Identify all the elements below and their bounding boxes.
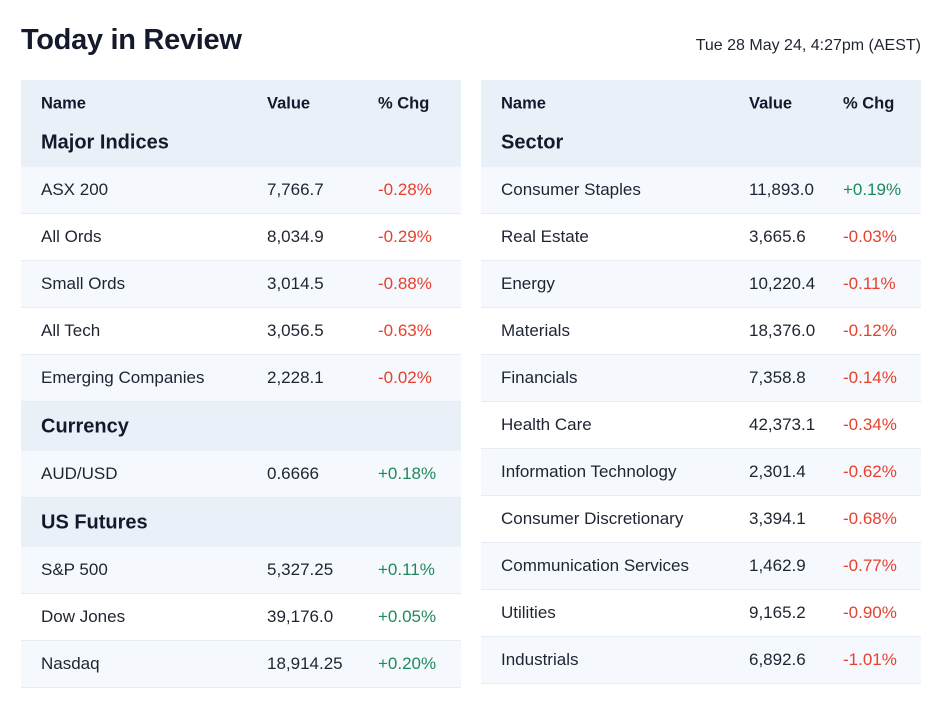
indices-table: Name Value % Chg Major Indices ASX 200 7,7… (21, 80, 461, 688)
table-row[interactable]: Materials 18,376.0 -0.12% (481, 308, 921, 355)
row-name[interactable]: AUD/USD (41, 464, 118, 483)
column-header-name[interactable]: Name (41, 94, 86, 113)
row-change: -0.12% (843, 321, 897, 340)
section-header: Currency (21, 402, 461, 451)
row-value: 3,394.1 (749, 509, 806, 528)
table-row[interactable]: Dow Jones 39,176.0 +0.05% (21, 594, 461, 641)
row-change: -0.02% (378, 368, 432, 387)
table-row[interactable]: Information Technology 2,301.4 -0.62% (481, 449, 921, 496)
row-change: -0.34% (843, 415, 897, 434)
row-change: -0.14% (843, 368, 897, 387)
table-row[interactable]: Industrials 6,892.6 -1.01% (481, 637, 921, 684)
row-value: 39,176.0 (267, 607, 334, 626)
row-name[interactable]: Consumer Discretionary (501, 509, 684, 528)
row-name[interactable]: All Tech (41, 321, 101, 340)
row-name[interactable]: Information Technology (501, 462, 677, 481)
row-change: -0.28% (378, 180, 432, 199)
row-value: 3,056.5 (267, 321, 324, 340)
row-value: 18,376.0 (749, 321, 816, 340)
table-row[interactable]: All Ords 8,034.9 -0.29% (21, 214, 461, 261)
row-name[interactable]: Industrials (501, 650, 579, 669)
table-row[interactable]: Health Care 42,373.1 -0.34% (481, 402, 921, 449)
table-row[interactable]: Consumer Staples 11,893.0 +0.19% (481, 167, 921, 214)
section-header: US Futures (21, 498, 461, 547)
row-value: 7,358.8 (749, 368, 806, 387)
table-row[interactable]: S&P 500 5,327.25 +0.11% (21, 547, 461, 594)
row-name[interactable]: Energy (501, 274, 555, 293)
table-row[interactable]: Nasdaq 18,914.25 +0.20% (21, 641, 461, 688)
row-value: 42,373.1 (749, 415, 816, 434)
row-change: +0.20% (378, 654, 437, 673)
section-title: Major Indices (41, 131, 169, 153)
table-row[interactable]: Utilities 9,165.2 -0.90% (481, 590, 921, 637)
column-header-chg[interactable]: % Chg (843, 94, 895, 113)
row-name[interactable]: S&P 500 (41, 560, 108, 579)
section-title: Currency (41, 415, 129, 437)
column-header-value[interactable]: Value (267, 94, 311, 113)
row-name[interactable]: Real Estate (501, 227, 589, 246)
timestamp: Tue 28 May 24, 4:27pm (AEST) (695, 37, 921, 54)
row-change: -0.63% (378, 321, 432, 340)
table-row[interactable]: All Tech 3,056.5 -0.63% (21, 308, 461, 355)
section-title: US Futures (41, 511, 148, 533)
row-change: -0.03% (843, 227, 897, 246)
row-change: -1.01% (843, 650, 897, 669)
row-change: -0.29% (378, 227, 432, 246)
row-value: 18,914.25 (267, 654, 343, 673)
table-row[interactable]: Emerging Companies 2,228.1 -0.02% (21, 355, 461, 402)
section-header: Sector (481, 118, 921, 167)
row-value: 5,327.25 (267, 560, 334, 579)
row-change: +0.19% (843, 180, 902, 199)
row-value: 2,228.1 (267, 368, 324, 387)
row-value: 9,165.2 (749, 603, 806, 622)
table-row[interactable]: Real Estate 3,665.6 -0.03% (481, 214, 921, 261)
row-change: +0.18% (378, 464, 437, 483)
row-change: -0.62% (843, 462, 897, 481)
column-header-chg[interactable]: % Chg (378, 94, 430, 113)
table-row[interactable]: AUD/USD 0.6666 +0.18% (21, 451, 461, 498)
row-name[interactable]: Utilities (501, 603, 556, 622)
row-value: 3,665.6 (749, 227, 806, 246)
section-header: Major Indices (21, 118, 461, 167)
section-title: Sector (501, 131, 564, 153)
row-value: 1,462.9 (749, 556, 806, 575)
row-name[interactable]: Financials (501, 368, 578, 387)
row-change: -0.77% (843, 556, 897, 575)
sector-table: Name Value % Chg Sector Consumer Staples 1… (481, 80, 921, 684)
row-name[interactable]: ASX 200 (41, 180, 109, 199)
row-name[interactable]: Health Care (501, 415, 592, 434)
row-change: -0.68% (843, 509, 897, 528)
table-row[interactable]: Energy 10,220.4 -0.11% (481, 261, 921, 308)
row-name[interactable]: Dow Jones (41, 607, 126, 626)
page-title: Today in Review (21, 24, 242, 56)
row-value: 11,893.0 (749, 180, 814, 199)
table-row[interactable]: Communication Services 1,462.9 -0.77% (481, 543, 921, 590)
table-row[interactable]: Financials 7,358.8 -0.14% (481, 355, 921, 402)
row-name[interactable]: All Ords (41, 227, 102, 246)
row-name[interactable]: Small Ords (41, 274, 126, 293)
table-row[interactable]: Consumer Discretionary 3,394.1 -0.68% (481, 496, 921, 543)
row-value: 7,766.7 (267, 180, 324, 199)
row-value: 6,892.6 (749, 650, 806, 669)
row-name[interactable]: Communication Services (501, 556, 690, 575)
row-change: +0.05% (378, 607, 437, 626)
row-name[interactable]: Emerging Companies (41, 368, 205, 387)
row-value: 2,301.4 (749, 462, 806, 481)
row-value: 10,220.4 (749, 274, 816, 293)
row-name[interactable]: Consumer Staples (501, 180, 641, 199)
row-value: 3,014.5 (267, 274, 324, 293)
row-change: -0.90% (843, 603, 897, 622)
row-value: 0.6666 (267, 464, 319, 483)
row-change: -0.11% (843, 274, 896, 293)
table-row[interactable]: Small Ords 3,014.5 -0.88% (21, 261, 461, 308)
row-change: +0.11% (378, 560, 435, 579)
row-change: -0.88% (378, 274, 432, 293)
row-name[interactable]: Materials (501, 321, 570, 340)
table-row[interactable]: ASX 200 7,766.7 -0.28% (21, 167, 461, 214)
row-value: 8,034.9 (267, 227, 324, 246)
column-header-name[interactable]: Name (501, 94, 546, 113)
row-name[interactable]: Nasdaq (41, 654, 100, 673)
column-header-value[interactable]: Value (749, 94, 793, 113)
